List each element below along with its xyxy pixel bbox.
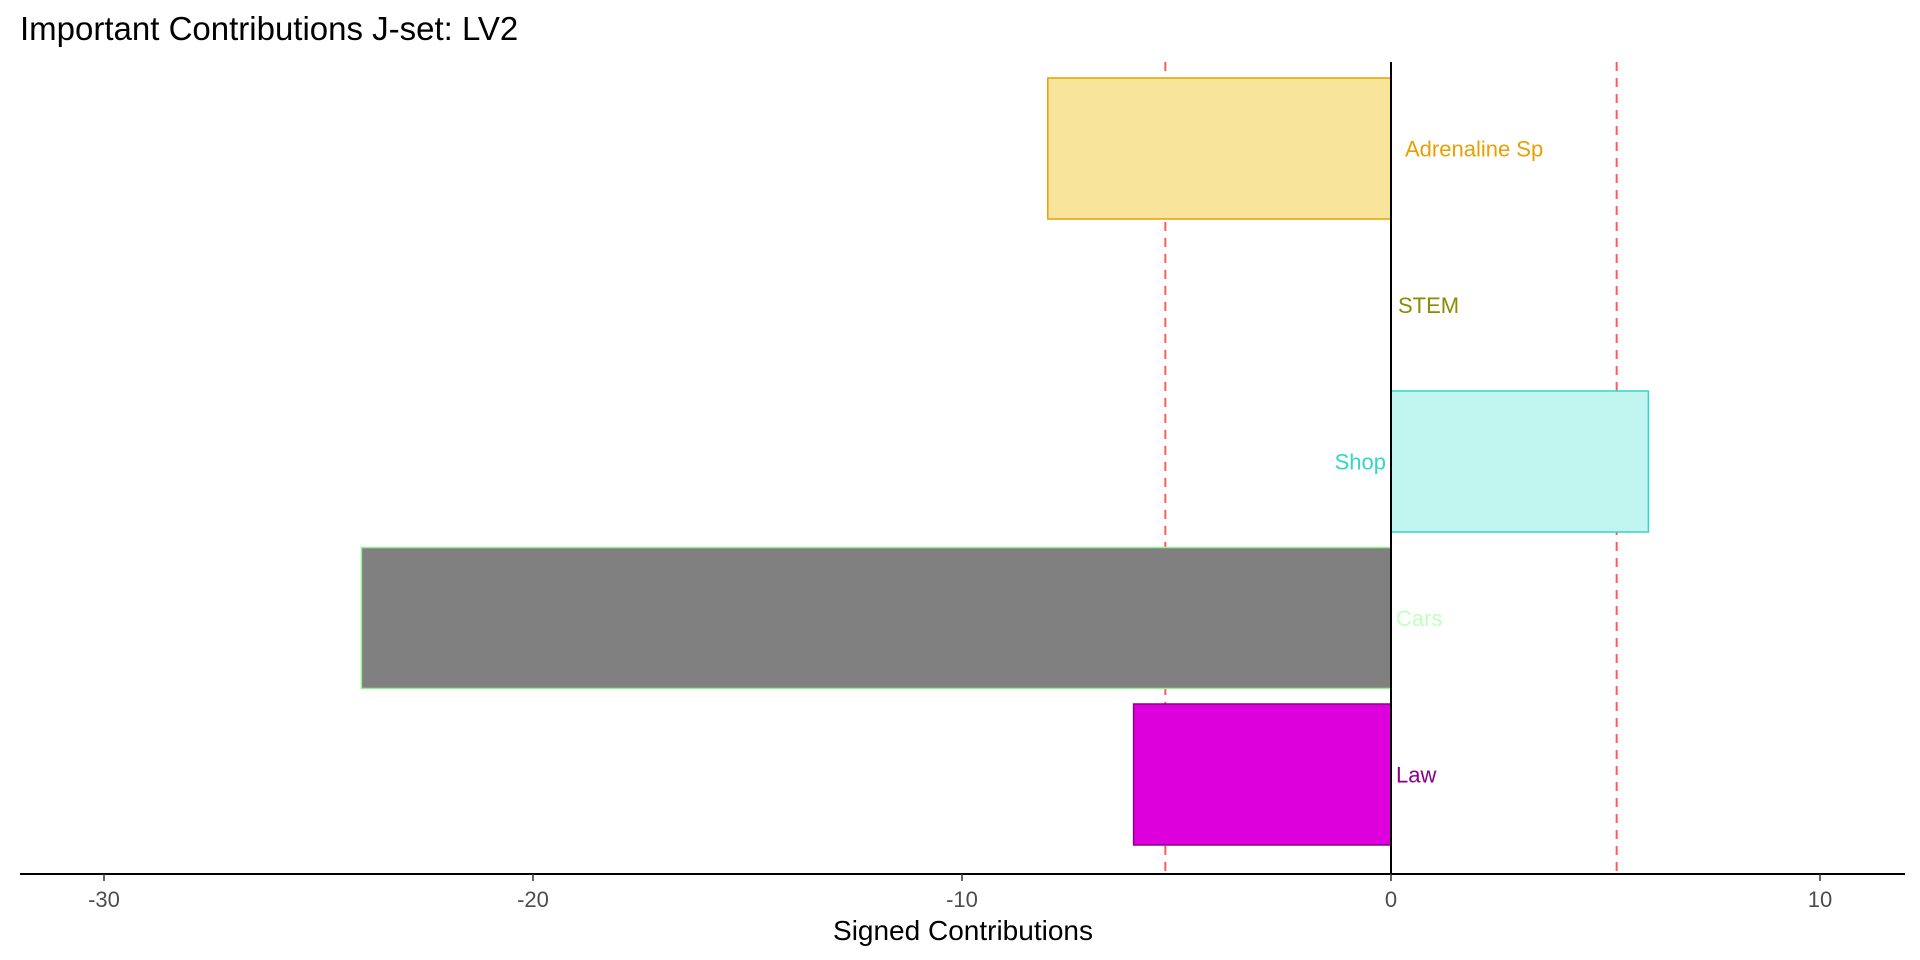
x-tick-label: -10 bbox=[946, 887, 978, 912]
x-axis: -30 -20 -10 0 10 bbox=[20, 62, 1905, 912]
chart-title: Important Contributions J-set: LV2 bbox=[20, 10, 518, 47]
bar-adrenaline-sp bbox=[1047, 77, 1392, 220]
x-tick-label: -30 bbox=[88, 887, 120, 912]
bar-cars bbox=[360, 546, 1392, 690]
x-tick-label: 0 bbox=[1385, 887, 1397, 912]
bars: Adrenaline Sp STEM Shop Cars Law bbox=[360, 77, 1650, 846]
bar-label: Law bbox=[1396, 763, 1436, 788]
x-tick-label: 10 bbox=[1808, 887, 1832, 912]
bar-label: STEM bbox=[1398, 293, 1459, 318]
bar-label: Shop bbox=[1335, 450, 1386, 475]
x-axis-title: Signed Contributions bbox=[833, 915, 1093, 946]
x-tick-label: -20 bbox=[517, 887, 549, 912]
bar-law bbox=[1132, 703, 1392, 846]
bar-label: Cars bbox=[1396, 606, 1442, 631]
bar-shop bbox=[1390, 390, 1650, 533]
bar-label: Adrenaline Sp bbox=[1405, 137, 1543, 162]
